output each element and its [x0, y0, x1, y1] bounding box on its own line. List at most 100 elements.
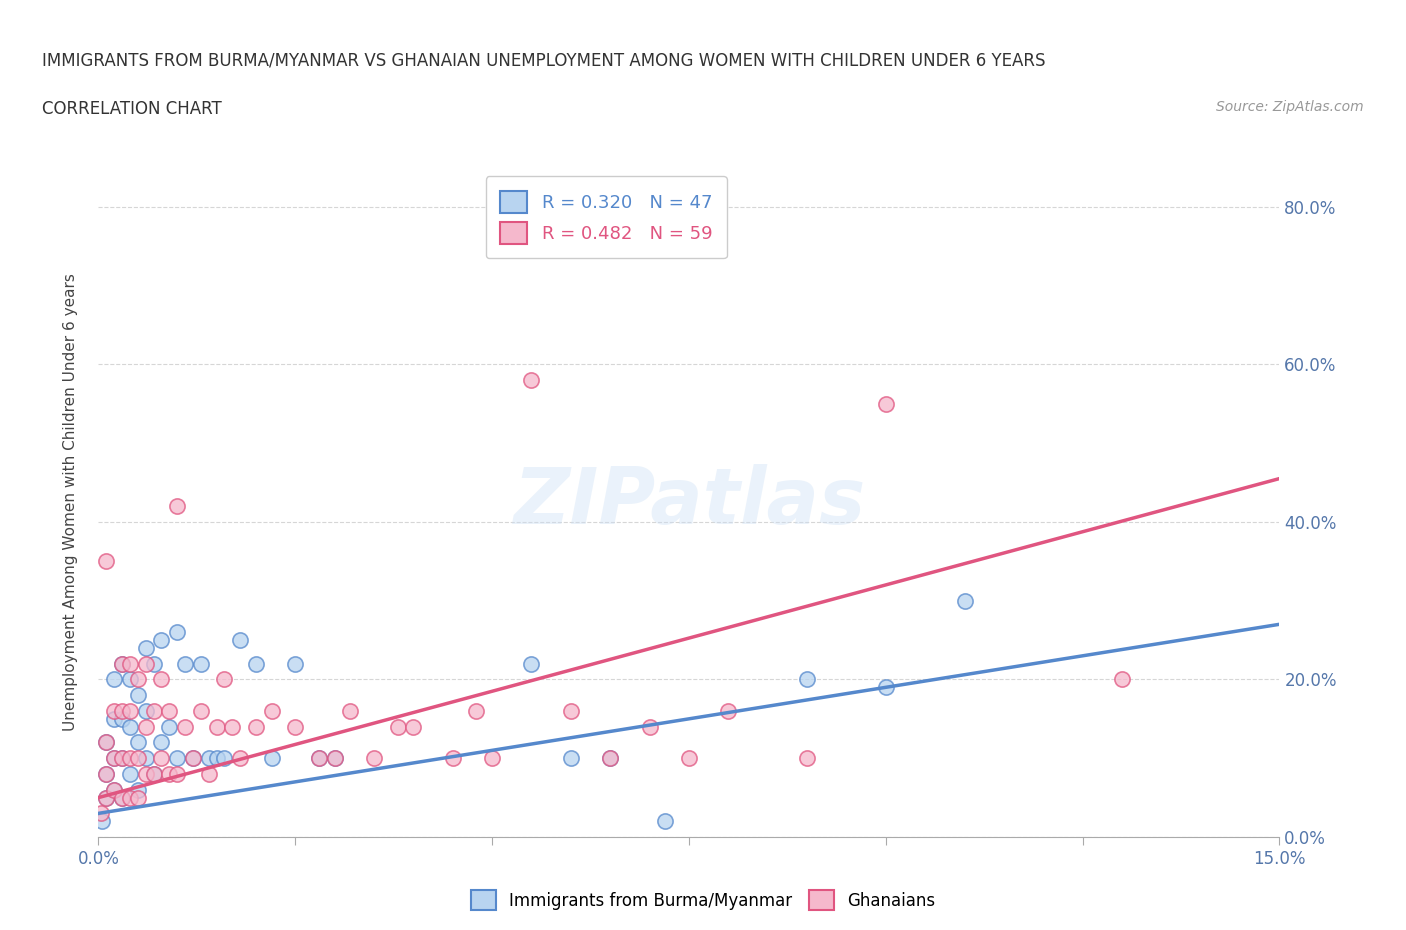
Text: Source: ZipAtlas.com: Source: ZipAtlas.com — [1216, 100, 1364, 114]
Point — [717, 703, 740, 718]
Point — [205, 751, 228, 765]
Point — [599, 751, 621, 765]
Point — [150, 751, 173, 765]
Legend: Immigrants from Burma/Myanmar, Ghanaians: Immigrants from Burma/Myanmar, Ghanaians — [464, 884, 942, 917]
Point — [465, 703, 488, 718]
Point — [678, 751, 700, 765]
Point — [308, 751, 330, 765]
Point — [229, 632, 252, 647]
Point — [245, 657, 267, 671]
Point — [174, 719, 197, 734]
Point — [111, 657, 134, 671]
Point — [103, 711, 125, 726]
Point — [111, 703, 134, 718]
Point — [323, 751, 346, 765]
Text: ZIPatlas: ZIPatlas — [513, 464, 865, 540]
Point — [103, 672, 125, 687]
Point — [1111, 672, 1133, 687]
Point — [260, 751, 283, 765]
Point — [118, 751, 141, 765]
Point — [157, 719, 180, 734]
Point — [284, 719, 307, 734]
Point — [953, 593, 976, 608]
Point — [118, 766, 141, 781]
Point — [157, 703, 180, 718]
Point — [150, 672, 173, 687]
Point — [127, 751, 149, 765]
Point — [111, 751, 134, 765]
Point — [520, 373, 543, 388]
Point — [181, 751, 204, 765]
Point — [111, 711, 134, 726]
Point — [118, 790, 141, 805]
Point — [654, 814, 676, 829]
Point — [118, 672, 141, 687]
Point — [560, 751, 582, 765]
Point — [284, 657, 307, 671]
Point — [323, 751, 346, 765]
Point — [91, 814, 114, 829]
Point — [103, 782, 125, 797]
Point — [127, 672, 149, 687]
Point — [157, 766, 180, 781]
Point — [96, 735, 118, 750]
Point — [402, 719, 425, 734]
Point — [96, 735, 118, 750]
Point — [111, 657, 134, 671]
Point — [387, 719, 409, 734]
Text: CORRELATION CHART: CORRELATION CHART — [42, 100, 222, 118]
Point — [118, 719, 141, 734]
Point — [875, 680, 897, 695]
Point — [111, 790, 134, 805]
Point — [127, 735, 149, 750]
Legend: R = 0.320   N = 47, R = 0.482   N = 59: R = 0.320 N = 47, R = 0.482 N = 59 — [485, 177, 727, 259]
Point — [560, 703, 582, 718]
Point — [181, 751, 204, 765]
Point — [127, 790, 149, 805]
Point — [135, 703, 157, 718]
Point — [96, 554, 118, 569]
Point — [308, 751, 330, 765]
Point — [197, 751, 219, 765]
Point — [520, 657, 543, 671]
Point — [363, 751, 385, 765]
Point — [214, 751, 236, 765]
Point — [150, 735, 173, 750]
Point — [174, 657, 197, 671]
Point — [599, 751, 621, 765]
Point — [190, 657, 212, 671]
Point — [214, 672, 236, 687]
Point — [166, 751, 188, 765]
Point — [135, 719, 157, 734]
Point — [142, 766, 165, 781]
Point — [638, 719, 661, 734]
Point — [481, 751, 503, 765]
Y-axis label: Unemployment Among Women with Children Under 6 years: Unemployment Among Women with Children U… — [63, 273, 77, 731]
Point — [118, 703, 141, 718]
Point — [875, 396, 897, 411]
Point — [90, 806, 112, 821]
Point — [118, 657, 141, 671]
Point — [103, 782, 125, 797]
Point — [166, 498, 188, 513]
Point — [142, 766, 165, 781]
Point — [190, 703, 212, 718]
Point — [796, 672, 818, 687]
Point — [135, 751, 157, 765]
Point — [96, 766, 118, 781]
Text: IMMIGRANTS FROM BURMA/MYANMAR VS GHANAIAN UNEMPLOYMENT AMONG WOMEN WITH CHILDREN: IMMIGRANTS FROM BURMA/MYANMAR VS GHANAIA… — [42, 51, 1046, 69]
Point — [197, 766, 219, 781]
Point — [127, 688, 149, 703]
Point — [135, 641, 157, 656]
Point — [260, 703, 283, 718]
Point — [339, 703, 361, 718]
Point — [205, 719, 228, 734]
Point — [96, 790, 118, 805]
Point — [796, 751, 818, 765]
Point — [441, 751, 464, 765]
Point — [135, 766, 157, 781]
Point — [111, 790, 134, 805]
Point — [96, 790, 118, 805]
Point — [103, 703, 125, 718]
Point — [221, 719, 243, 734]
